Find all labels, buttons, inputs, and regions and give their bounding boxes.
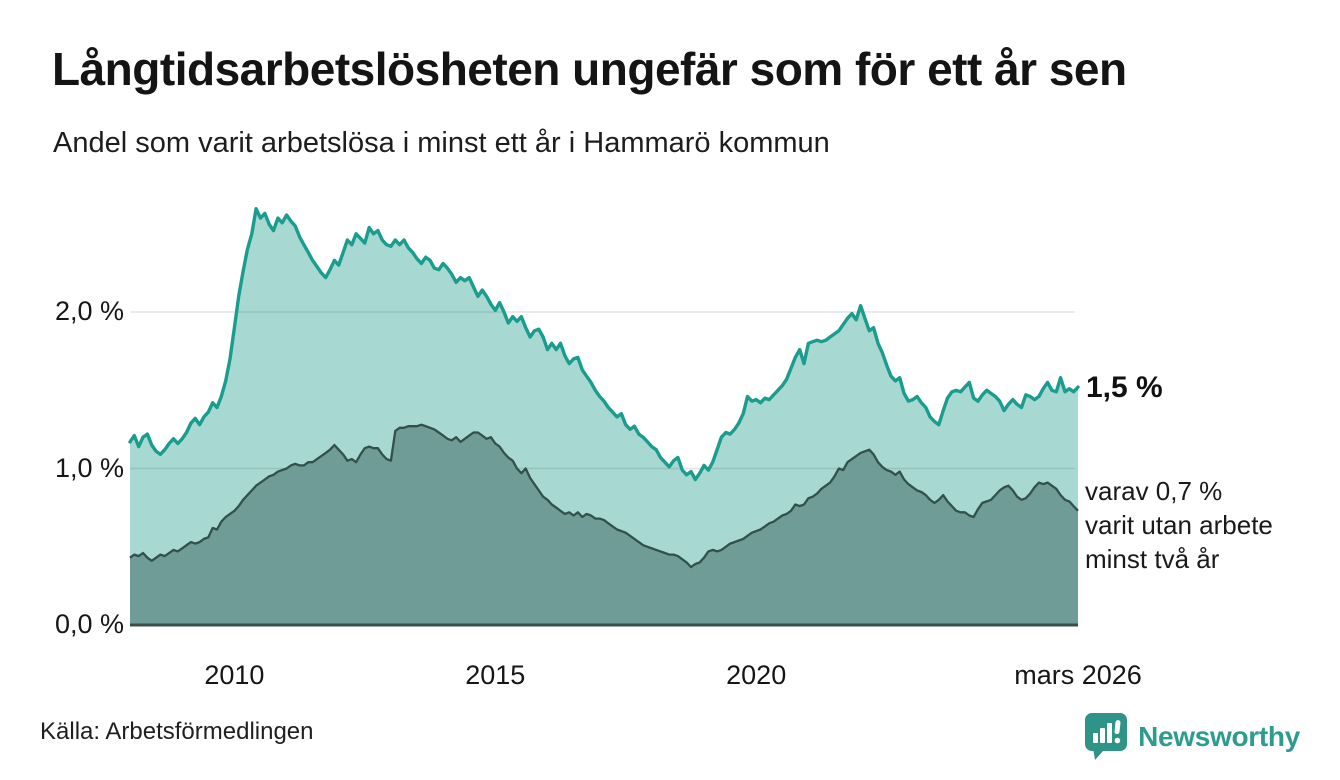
line-one-year	[128, 207, 1080, 482]
area-two-years	[130, 424, 1078, 625]
x-tick-label: 2020	[726, 660, 787, 690]
newsworthy-logo: Newsworthy	[1084, 712, 1300, 762]
latest-value-label: 1,5 %	[1086, 371, 1163, 404]
x-tick-label: mars 2026	[1014, 660, 1142, 690]
y-tick-label: 1,0 %	[54, 452, 124, 483]
source-caption: Källa: Arbetsförmedlingen	[40, 718, 314, 745]
y-tick-label: 2,0 %	[54, 296, 124, 326]
x-tick-label: 2015	[465, 660, 526, 690]
bar-3	[1107, 723, 1113, 743]
newsworthy-logo-icon	[1085, 713, 1128, 760]
x-tick-label: 2010	[204, 660, 265, 690]
two-year-note: varav 0,7 % varit utan arbete minst två …	[1085, 476, 1273, 574]
exclamation-stem	[1114, 720, 1121, 735]
page-title: Långtidsarbetslösheten ungefär som för e…	[52, 43, 1127, 95]
bar-1	[1093, 733, 1099, 743]
exclamation-dot	[1114, 737, 1121, 744]
brand-name: Newsworthy	[1138, 721, 1300, 752]
y-tick-label: 0,0 %	[54, 609, 124, 639]
bar-2	[1100, 728, 1106, 743]
chart-subtitle: Andel som varit arbetslösa i minst ett å…	[53, 127, 830, 159]
line-two-years	[129, 423, 1079, 569]
